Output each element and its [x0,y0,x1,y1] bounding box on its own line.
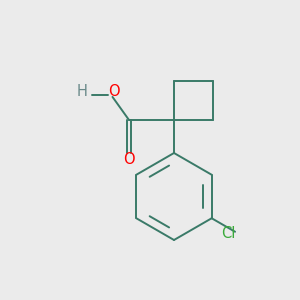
Text: O: O [123,152,135,167]
Text: H: H [76,84,87,99]
Text: Cl: Cl [221,226,236,241]
Text: O: O [108,84,120,99]
